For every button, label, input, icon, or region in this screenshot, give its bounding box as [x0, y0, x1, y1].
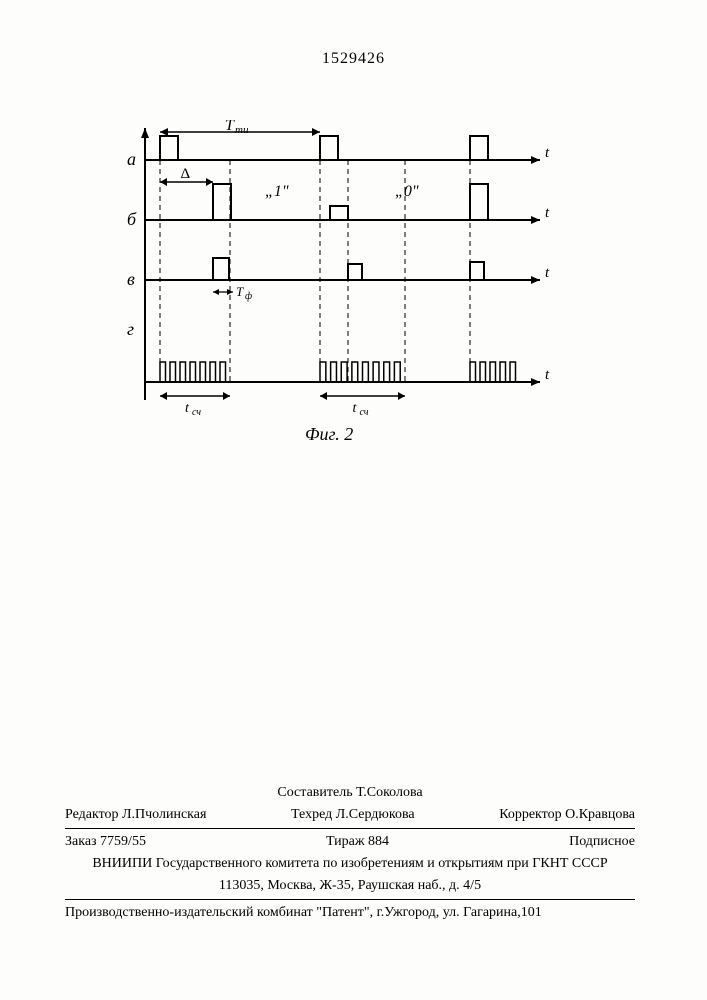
svg-text:„0": „0"	[395, 183, 419, 200]
svg-text:t: t	[185, 401, 190, 416]
svg-text:t: t	[545, 145, 550, 161]
svg-text:„1": „1"	[265, 183, 289, 200]
svg-text:T: T	[236, 284, 244, 299]
svg-text:t: t	[545, 367, 550, 383]
subscription: Подписное	[569, 834, 635, 850]
svg-text:T: T	[225, 120, 235, 134]
publisher: Производственно-издательский комбинат "П…	[65, 902, 635, 924]
svg-text:t: t	[545, 265, 550, 281]
circulation: Тираж 884	[326, 834, 389, 850]
svg-text:Δ: Δ	[181, 166, 191, 182]
page-number: 1529426	[322, 50, 385, 68]
divider	[65, 828, 635, 829]
svg-text:сч: сч	[192, 407, 201, 418]
org-line1: ВНИИПИ Государственного комитета по изоб…	[65, 853, 635, 875]
print-row: Заказ 7759/55 Тираж 884 Подписное	[65, 831, 635, 853]
svg-text:в: в	[127, 269, 135, 289]
timing-diagram: абвгTтиttΔ„1"„0"tTфttсчtсчФиг. 2	[95, 120, 595, 500]
techred: Техред Л.Сердюкова	[291, 807, 415, 823]
svg-text:ф: ф	[245, 291, 252, 302]
credits-row: Редактор Л.Пчолинская Техред Л.Сердюкова…	[65, 804, 635, 826]
svg-text:г: г	[127, 319, 134, 339]
divider	[65, 899, 635, 900]
svg-text:б: б	[127, 209, 137, 229]
svg-text:t: t	[545, 205, 550, 221]
svg-text:Фиг. 2: Фиг. 2	[305, 424, 353, 444]
svg-text:сч: сч	[360, 407, 369, 418]
footer-block: Составитель Т.Соколова Редактор Л.Пчолин…	[65, 782, 635, 924]
svg-text:ти: ти	[235, 124, 249, 136]
order-number: Заказ 7759/55	[65, 834, 146, 850]
compiler: Составитель Т.Соколова	[65, 782, 635, 804]
svg-text:а: а	[127, 149, 136, 169]
svg-text:t: t	[353, 401, 358, 416]
corrector: Корректор О.Кравцова	[499, 807, 635, 823]
editor: Редактор Л.Пчолинская	[65, 807, 206, 823]
org-line2: 113035, Москва, Ж-35, Раушская наб., д. …	[65, 875, 635, 897]
